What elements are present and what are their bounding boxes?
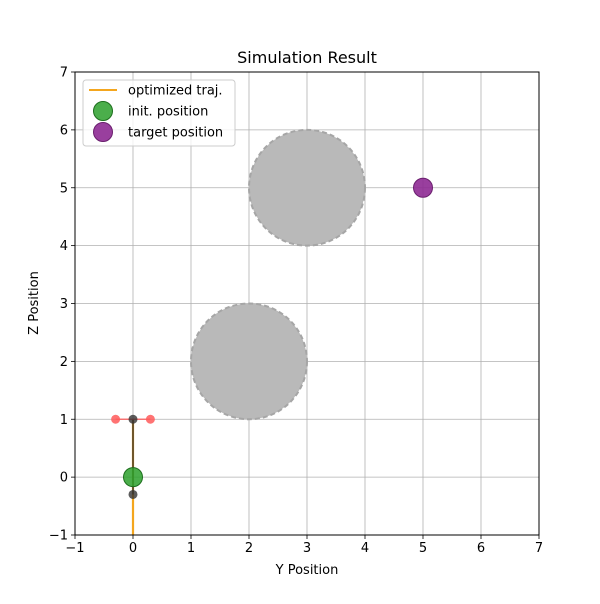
- legend: optimized traj. init. position target posi…: [82, 79, 236, 147]
- x-axis-label: Y Position: [275, 563, 339, 578]
- legend-init-swatch: [93, 101, 113, 121]
- legend-label: target position: [128, 126, 223, 141]
- legend-frame: [82, 79, 236, 147]
- x-tick-label: 7: [535, 541, 543, 556]
- propeller-point: [111, 414, 121, 424]
- y-axis-label: Z Position: [27, 271, 42, 335]
- y-tick-label: 6: [60, 123, 68, 138]
- y-tick-label: 5: [60, 181, 68, 196]
- obstacles: [190, 128, 366, 421]
- legend-label: init. position: [128, 105, 208, 120]
- y-tick-label: −1: [49, 529, 68, 544]
- legend-label: optimized traj.: [128, 84, 223, 99]
- legend-target-swatch: [93, 122, 113, 142]
- y-tick-label: 2: [60, 355, 68, 370]
- target-position-marker: [413, 177, 433, 198]
- y-tick-label: 7: [60, 66, 68, 81]
- obstacle-circle: [190, 302, 308, 421]
- chart-title: Simulation Result: [237, 48, 377, 67]
- x-tick-label: 0: [129, 541, 137, 556]
- y-tick-label: 0: [60, 471, 68, 486]
- x-tick-label: −1: [65, 541, 84, 556]
- obstacle-circle: [248, 128, 366, 247]
- vehicle-joint-point: [128, 414, 138, 424]
- x-tick-label: 4: [361, 541, 369, 556]
- data-layer: [111, 177, 433, 535]
- axis-ticks: −1 0 1 2 3 4 5 6 7 −1 0 1 2 3 4 5 6 7: [49, 66, 543, 557]
- x-tick-label: 3: [303, 541, 311, 556]
- x-tick-label: 1: [187, 541, 195, 556]
- x-tick-label: 6: [477, 541, 485, 556]
- y-tick-label: 1: [60, 413, 68, 428]
- y-tick-label: 4: [60, 239, 68, 254]
- y-tick-label: 3: [60, 297, 68, 312]
- x-tick-label: 5: [419, 541, 427, 556]
- vehicle-joint-point: [128, 489, 138, 499]
- propeller-point: [145, 414, 155, 424]
- x-tick-label: 2: [245, 541, 253, 556]
- init-position-marker: [123, 467, 143, 488]
